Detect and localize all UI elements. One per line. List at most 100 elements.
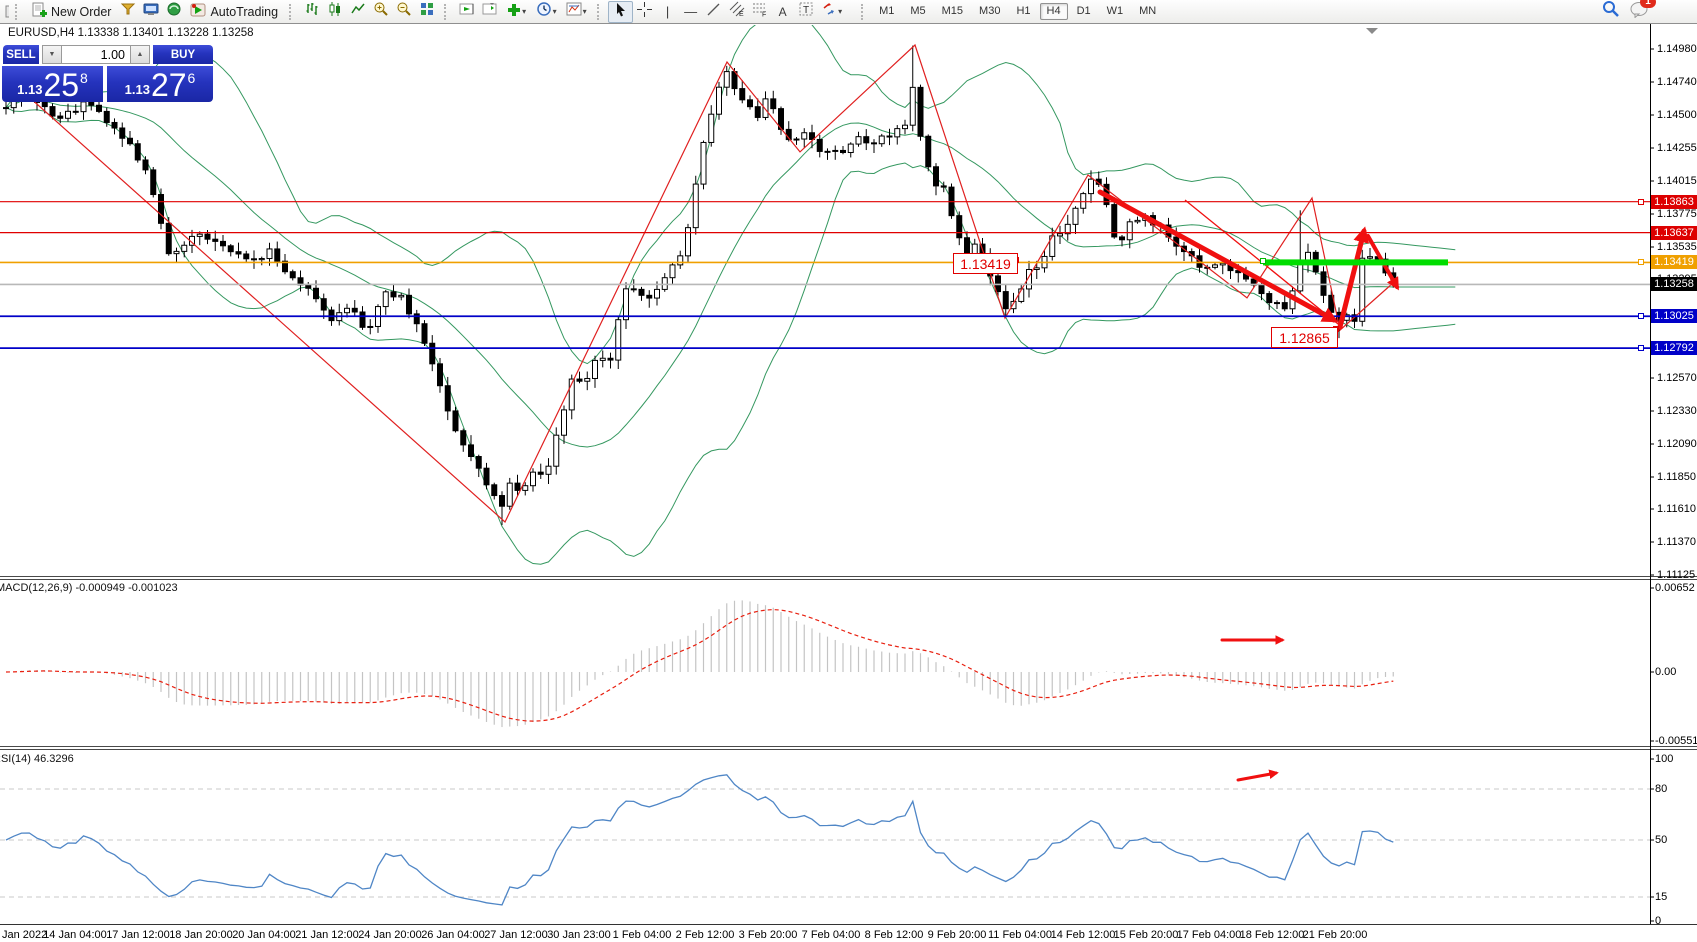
- timeframe-d1[interactable]: D1: [1076, 5, 1091, 17]
- expert-advisors-button[interactable]: [116, 2, 139, 22]
- chevron-down-icon: ▾: [522, 7, 527, 16]
- new-order-button[interactable]: New Order: [26, 2, 116, 22]
- crosshair-tool-button[interactable]: [633, 1, 656, 22]
- chart-shift-icon: [482, 1, 498, 22]
- macd-signal-line: [5, 608, 1394, 722]
- support-line-green[interactable]: [1263, 259, 1448, 266]
- rsi-indicator-label: RSI(14) 46.3296: [0, 753, 74, 765]
- autotrading-button[interactable]: AutoTrading: [185, 2, 283, 22]
- toolbar-grip: [597, 3, 603, 20]
- date-axis-label: 26 Jan 04:00: [421, 929, 485, 941]
- timeframe-mn[interactable]: MN: [1139, 5, 1157, 17]
- chevron-down-icon: ▾: [582, 7, 587, 16]
- autoscroll-button[interactable]: [455, 2, 478, 22]
- price-axis-tick: 1.14740: [1657, 76, 1697, 88]
- zoom-in-button[interactable]: [369, 2, 392, 22]
- bar-chart-icon: [304, 1, 320, 22]
- buy-price[interactable]: 1.13 27 6: [107, 66, 213, 102]
- rsi-axis-tick: 100: [1655, 753, 1674, 765]
- vertical-line-icon: |: [665, 4, 670, 19]
- equidistant-channel-tool-button[interactable]: E: [725, 1, 748, 22]
- notifications-button[interactable]: 1: [1630, 0, 1656, 23]
- line-chart-button[interactable]: [346, 2, 369, 22]
- zoom-out-button[interactable]: [392, 2, 415, 22]
- svg-text:T: T: [803, 5, 809, 16]
- chevron-down-icon: ▾: [552, 7, 557, 16]
- sell-price[interactable]: 1.13 25 8: [2, 66, 103, 102]
- print-preview-button[interactable]: [139, 2, 162, 22]
- template-icon: [566, 1, 582, 22]
- date-axis-label: 18 Feb 12:00: [1239, 929, 1305, 941]
- trendline-tool-button[interactable]: [702, 2, 725, 22]
- sell-price-prefix: 1.13: [17, 82, 43, 97]
- trendline-icon: [706, 2, 721, 22]
- horizontal-line-tool-button[interactable]: —: [679, 2, 702, 22]
- volume-increase-button[interactable]: ▲: [130, 45, 150, 64]
- arrows-tool-button[interactable]: ▾: [817, 2, 847, 22]
- macd-indicator-label: MACD(12,26,9) -0.000949 -0.001023: [0, 582, 178, 594]
- price-axis-tick: 1.12330: [1657, 405, 1697, 417]
- indicators-button[interactable]: ▾: [501, 2, 531, 22]
- periods-button[interactable]: ▾: [531, 2, 561, 22]
- equidistant-channel-icon: E: [729, 1, 745, 22]
- autoscroll-icon: [459, 1, 475, 22]
- zigzag-line[interactable]: [9, 43, 1394, 523]
- text-tool-button[interactable]: A: [771, 2, 794, 22]
- navigator-icon: [166, 1, 182, 22]
- clock-icon: [536, 1, 552, 22]
- macd-histogram: [13, 600, 1394, 728]
- text-label-tool-button[interactable]: T: [794, 2, 817, 22]
- chart-title: EURUSD,H4 1.13338 1.13401 1.13228 1.1325…: [8, 27, 254, 39]
- timeframe-w1[interactable]: W1: [1106, 5, 1124, 17]
- price-badge-1.13258: 1.13258: [1651, 277, 1697, 291]
- clipped-toolbar-icon[interactable]: [0, 2, 9, 22]
- navigator-button[interactable]: [162, 2, 185, 22]
- templates-button[interactable]: ▾: [561, 2, 591, 22]
- date-axis-label: 14 Jan 04:00: [43, 929, 107, 941]
- macd-axis-tick: 0.00: [1655, 666, 1677, 678]
- sell-button[interactable]: SELL: [3, 45, 39, 64]
- buy-price-sup: 6: [187, 70, 196, 86]
- volume-decrease-button[interactable]: ▼: [42, 45, 62, 64]
- bar-chart-button[interactable]: [300, 2, 323, 22]
- price-axis-tick: 1.11850: [1657, 471, 1696, 483]
- volume-input[interactable]: 1.00: [62, 45, 130, 64]
- chart-shift-button[interactable]: [478, 2, 501, 22]
- date-axis-label: 24 Jan 20:00: [358, 929, 422, 941]
- horizontal-line-icon: —: [684, 4, 698, 19]
- price-axis-tick: 1.13775: [1657, 208, 1697, 220]
- price-badge-1.13419: 1.13419: [1651, 255, 1697, 269]
- timeframe-m5[interactable]: M5: [910, 5, 926, 17]
- timeframe-h4[interactable]: H4: [1039, 3, 1068, 20]
- candlestick-chart-button[interactable]: [323, 2, 346, 22]
- chevron-down-icon: ▾: [838, 7, 843, 16]
- price-axis-tick: 1.11610: [1657, 503, 1696, 515]
- price-axis-tick: 1.12090: [1657, 438, 1697, 450]
- timeframe-h1[interactable]: H1: [1016, 5, 1031, 17]
- tile-windows-button[interactable]: [415, 2, 438, 22]
- text-label-icon: T: [798, 1, 814, 22]
- timeframe-m15[interactable]: M15: [941, 5, 964, 17]
- chart-canvas[interactable]: [0, 23, 1697, 942]
- autotrading-label: AutoTrading: [210, 4, 279, 19]
- date-axis-label: 9 Feb 20:00: [927, 929, 987, 941]
- timeframe-m1[interactable]: M1: [879, 5, 895, 17]
- candlesticks: [3, 45, 1397, 526]
- candlestick-chart-icon: [327, 1, 343, 22]
- date-axis-label: 3 Feb 20:00: [738, 929, 798, 941]
- price-label-1-12865[interactable]: 1.12865: [1271, 327, 1338, 348]
- vertical-line-tool-button[interactable]: |: [656, 2, 679, 22]
- date-axis-label: 17 Feb 04:00: [1176, 929, 1242, 941]
- cursor-tool-button[interactable]: [608, 0, 634, 23]
- fibonacci-tool-button[interactable]: F: [748, 2, 771, 22]
- date-axis-label: 11 Feb 04:00: [987, 929, 1053, 941]
- timeframe-m30[interactable]: M30: [979, 5, 1001, 17]
- buy-button[interactable]: BUY: [153, 45, 213, 64]
- timeframe-group: M1 M5 M15 M30 H1 H4 D1 W1 MN: [872, 3, 1163, 20]
- trend-arrows[interactable]: [1097, 189, 1399, 782]
- search-button[interactable]: [1602, 0, 1620, 23]
- price-label-1-13419[interactable]: 1.13419: [953, 253, 1018, 274]
- horizontal-level-lines[interactable]: [0, 201, 1650, 350]
- toolbar: New Order AutoTrading: [0, 0, 1697, 24]
